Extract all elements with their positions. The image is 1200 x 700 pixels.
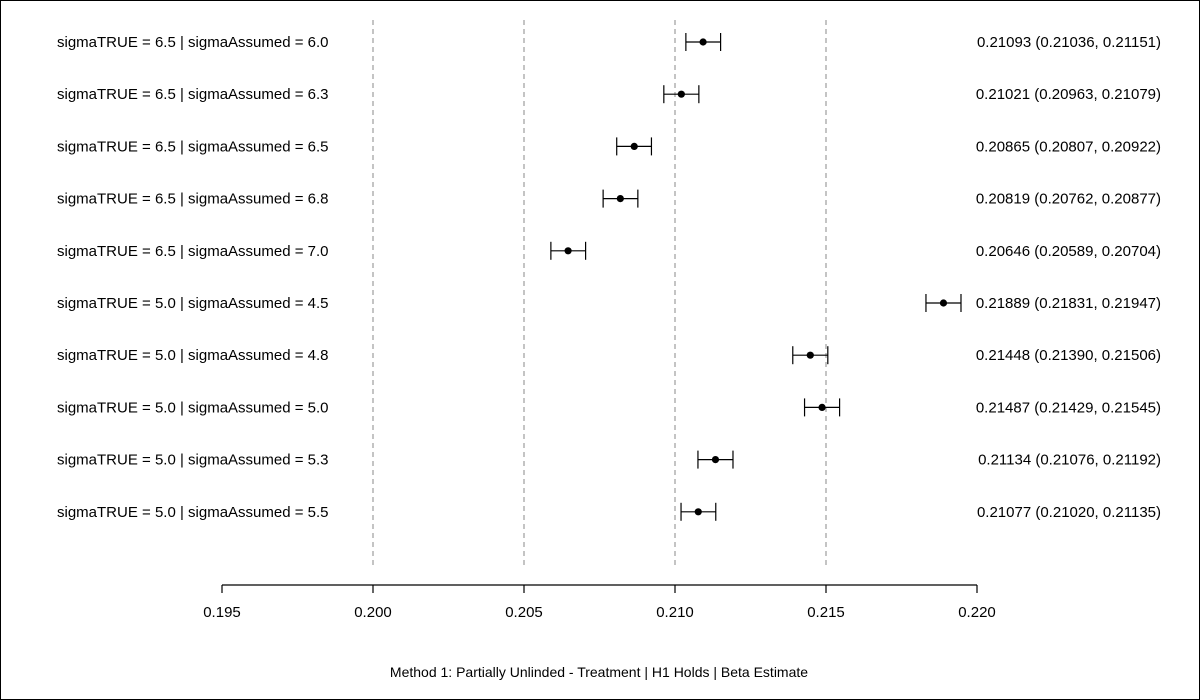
forest-row: sigmaTRUE = 5.0 | sigmaAssumed = 5.5 0.21… [57,502,1161,521]
row-label: sigmaTRUE = 5.0 | sigmaAssumed = 4.8 [57,347,329,364]
forest-row: sigmaTRUE = 6.5 | sigmaAssumed = 6.3 0.21… [57,85,1161,104]
forest-row: sigmaTRUE = 6.5 | sigmaAssumed = 6.0 0.21… [57,33,1161,51]
forest-row: sigmaTRUE = 5.0 | sigmaAssumed = 5.3 0.21… [57,450,1161,469]
forest-row: sigmaTRUE = 6.5 | sigmaAssumed = 6.8 0.20… [57,189,1161,208]
estimate-point [564,247,572,255]
row-estimate-text: 0.21093 (0.21036, 0.21151) [977,34,1161,51]
x-tick-label: 0.210 [656,604,694,621]
reference-lines [372,20,827,569]
x-tick-label: 0.205 [505,604,543,621]
row-label: sigmaTRUE = 5.0 | sigmaAssumed = 4.5 [57,295,329,312]
row-estimate-text: 0.21021 (0.20963, 0.21079) [976,86,1161,103]
x-tick-label: 0.195 [203,604,241,621]
row-label: sigmaTRUE = 6.5 | sigmaAssumed = 7.0 [57,243,329,260]
row-label: sigmaTRUE = 6.5 | sigmaAssumed = 6.0 [57,34,329,51]
estimate-point [711,456,720,464]
row-estimate-text: 0.21487 (0.21429, 0.21545) [976,399,1161,416]
row-label: sigmaTRUE = 5.0 | sigmaAssumed = 5.3 [57,452,329,469]
row-label: sigmaTRUE = 6.5 | sigmaAssumed = 6.3 [57,86,329,103]
estimate-point [616,195,624,203]
x-axis: 0.195 0.200 0.205 0.210 0.215 0.220 [203,584,996,621]
row-estimate-text: 0.20865 (0.20807, 0.20922) [976,138,1161,155]
x-tick-label: 0.220 [958,604,996,621]
forest-row: sigmaTRUE = 5.0 | sigmaAssumed = 5.0 0.21… [57,398,1161,417]
row-label: sigmaTRUE = 5.0 | sigmaAssumed = 5.0 [57,399,329,416]
estimate-point [806,351,814,359]
estimate-point [630,142,638,150]
x-tick-label: 0.200 [354,604,392,621]
estimate-point [694,508,702,516]
forest-row: sigmaTRUE = 6.5 | sigmaAssumed = 6.5 0.20… [57,137,1161,156]
forest-row: sigmaTRUE = 5.0 | sigmaAssumed = 4.5 0.21… [57,294,1161,312]
estimate-point [818,403,826,411]
row-estimate-text: 0.21448 (0.21390, 0.21506) [976,347,1161,364]
estimate-point [939,299,948,307]
estimate-point [699,38,707,46]
row-estimate-text: 0.21077 (0.21020, 0.21135) [977,504,1161,521]
estimate-point [677,90,685,98]
forest-row: sigmaTRUE = 6.5 | sigmaAssumed = 7.0 0.20… [57,241,1161,260]
row-label: sigmaTRUE = 6.5 | sigmaAssumed = 6.8 [57,191,329,208]
row-estimate-text: 0.20646 (0.20589, 0.20704) [976,243,1161,260]
x-tick-label: 0.215 [807,604,845,621]
forest-row: sigmaTRUE = 5.0 | sigmaAssumed = 4.8 0.21… [57,346,1161,365]
row-label: sigmaTRUE = 5.0 | sigmaAssumed = 5.5 [57,504,329,521]
row-estimate-text: 0.21134 (0.21076, 0.21192) [978,452,1161,469]
forest-rows: sigmaTRUE = 6.5 | sigmaAssumed = 6.0 0.21… [57,33,1161,521]
row-estimate-text: 0.20819 (0.20762, 0.20877) [976,191,1161,208]
row-estimate-text: 0.21889 (0.21831, 0.21947) [976,295,1161,312]
x-axis-label: Method 1: Partially Unlinded - Treatment… [390,664,808,680]
row-label: sigmaTRUE = 6.5 | sigmaAssumed = 6.5 [57,138,329,155]
